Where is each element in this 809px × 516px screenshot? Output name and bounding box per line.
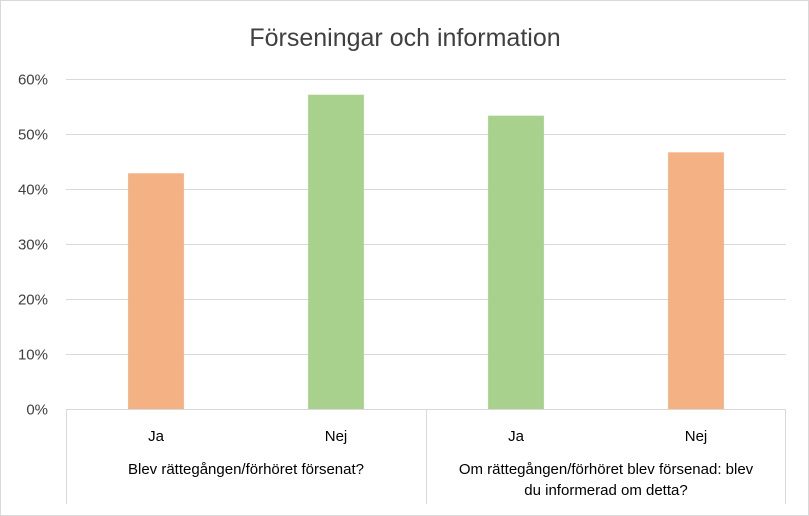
- group-label: Blev rättegången/förhöret försenat?: [128, 461, 364, 478]
- x-axis-category-labels: Ja Nej Ja Nej: [148, 428, 707, 445]
- chart-title: Förseningar och information: [249, 24, 560, 52]
- bar: [308, 94, 364, 409]
- category-label: Nej: [325, 428, 348, 445]
- y-tick-label: 60%: [18, 72, 48, 89]
- group-label: Om rättegången/förhöret blev försenad: b…: [459, 461, 754, 478]
- group-label: du informerad om detta?: [524, 482, 687, 499]
- bar: [128, 173, 184, 409]
- bar: [488, 115, 544, 409]
- y-tick-label: 0%: [26, 402, 48, 419]
- category-label: Ja: [508, 428, 525, 445]
- category-label: Nej: [685, 428, 708, 445]
- x-axis: [66, 409, 786, 504]
- x-axis-group-labels: Blev rättegången/förhöret försenat? Om rä…: [128, 461, 754, 499]
- bars: [128, 94, 724, 409]
- y-tick-label: 20%: [18, 292, 48, 309]
- y-axis-tick-labels: 0% 10% 20% 30% 40% 50% 60%: [18, 72, 48, 419]
- category-label: Ja: [148, 428, 165, 445]
- y-tick-label: 40%: [18, 182, 48, 199]
- y-tick-label: 30%: [18, 237, 48, 254]
- gridlines: [66, 79, 786, 410]
- bar: [668, 152, 724, 409]
- y-tick-label: 10%: [18, 347, 48, 364]
- y-tick-label: 50%: [18, 127, 48, 144]
